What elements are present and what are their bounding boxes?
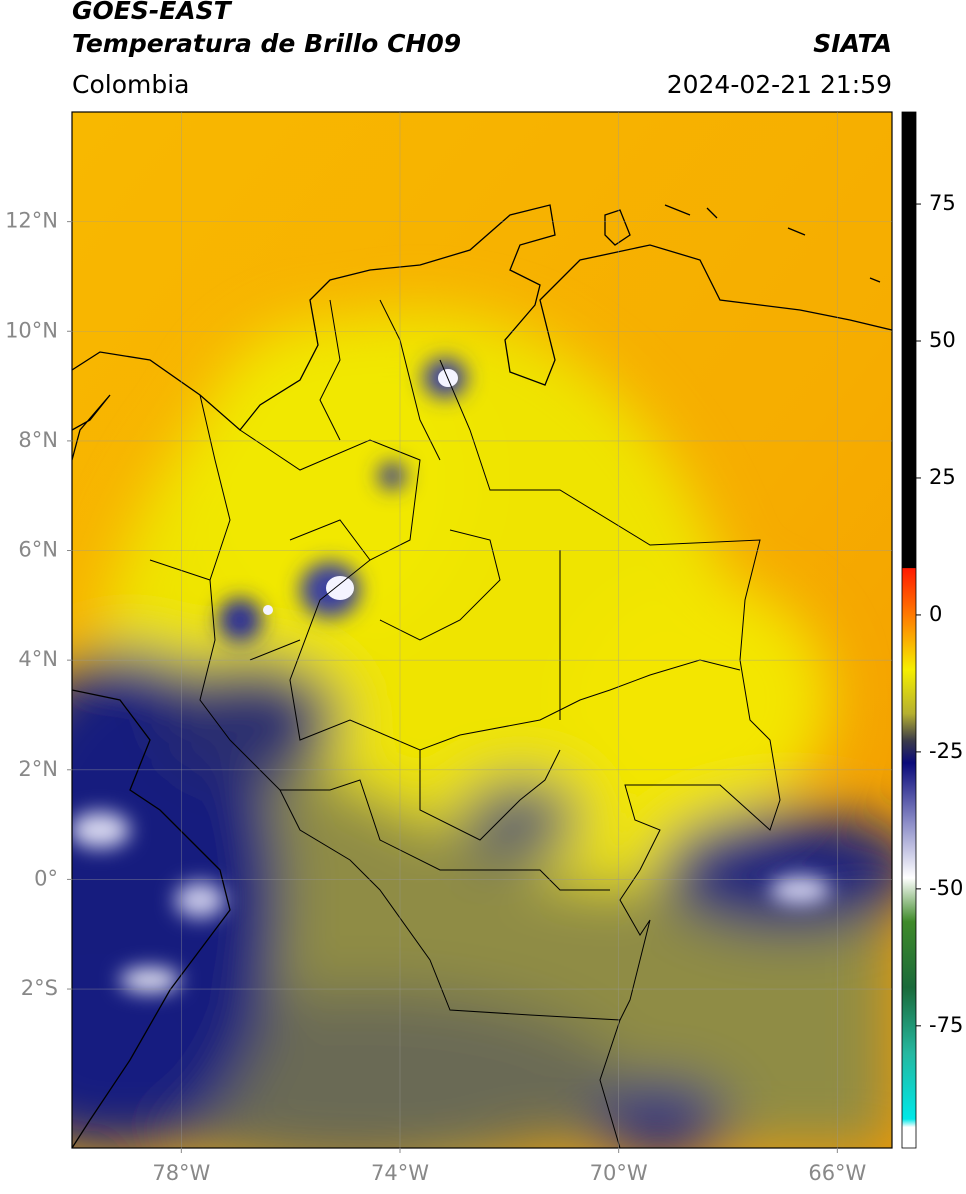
- source: SIATA: [813, 29, 892, 58]
- colorbar-tick-label: -75: [929, 1013, 963, 1037]
- colorbar-tick-label: -25: [929, 739, 963, 763]
- coastline: [72, 394, 111, 461]
- x-tick-label: 70°W: [590, 1161, 648, 1185]
- country-border: [439, 359, 781, 1021]
- colorbar-tick-label: 0: [929, 602, 942, 626]
- colorbar: [901, 111, 917, 1149]
- title: GOES-EAST: [72, 0, 233, 25]
- satellite-image: [72, 112, 892, 1148]
- x-tick-label: 74°W: [371, 1161, 429, 1185]
- graticule: [72, 112, 892, 1148]
- subtitle: Temperatura de Brillo CH09: [72, 29, 461, 58]
- colorbar-tick-label: 75: [929, 191, 956, 215]
- country-border: [199, 394, 621, 1148]
- map-frame: [71, 111, 893, 1149]
- y-tick-label: 0°: [34, 866, 58, 890]
- y-tick-label: 6°N: [18, 538, 58, 562]
- coastline: [72, 204, 892, 431]
- region: Colombia: [72, 70, 189, 99]
- y-tick-label: 12°N: [5, 209, 58, 233]
- colorbar-tick-label: 50: [929, 328, 956, 352]
- datetime: 2024-02-21 21:59: [667, 70, 892, 99]
- x-tick-label: 78°W: [152, 1161, 210, 1185]
- coastline: [72, 689, 231, 1148]
- y-tick-label: 2°N: [18, 757, 58, 781]
- colorbar-tick-label: 25: [929, 465, 956, 489]
- y-tick-label: 8°N: [18, 428, 58, 452]
- department-border: [149, 299, 741, 891]
- y-tick-label: 2°S: [21, 976, 58, 1000]
- y-tick-label: 4°N: [18, 647, 58, 671]
- coastline: [604, 204, 881, 283]
- y-tick-label: 10°N: [5, 318, 58, 342]
- x-tick-label: 66°W: [808, 1161, 866, 1185]
- colorbar-tick-label: -50: [929, 876, 963, 900]
